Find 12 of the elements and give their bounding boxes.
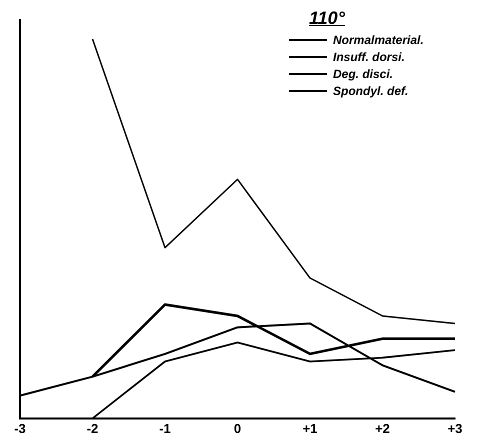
x-tick-label: 0: [234, 420, 242, 436]
x-tick-label: -2: [86, 420, 98, 436]
x-tick-label: +2: [375, 420, 390, 436]
chart-title: 110°: [309, 8, 346, 29]
legend-label: Insuff. dorsi.: [333, 50, 405, 64]
x-tick-label: -3: [14, 420, 26, 436]
x-tick-label: -1: [159, 420, 171, 436]
legend-label: Deg. disci.: [333, 66, 394, 80]
x-tick-label: +1: [302, 420, 318, 436]
legend-label: Spondyl. def.: [333, 84, 408, 98]
legend-label: Normalmaterial.: [333, 32, 424, 46]
x-tick-label: +3: [448, 420, 462, 436]
